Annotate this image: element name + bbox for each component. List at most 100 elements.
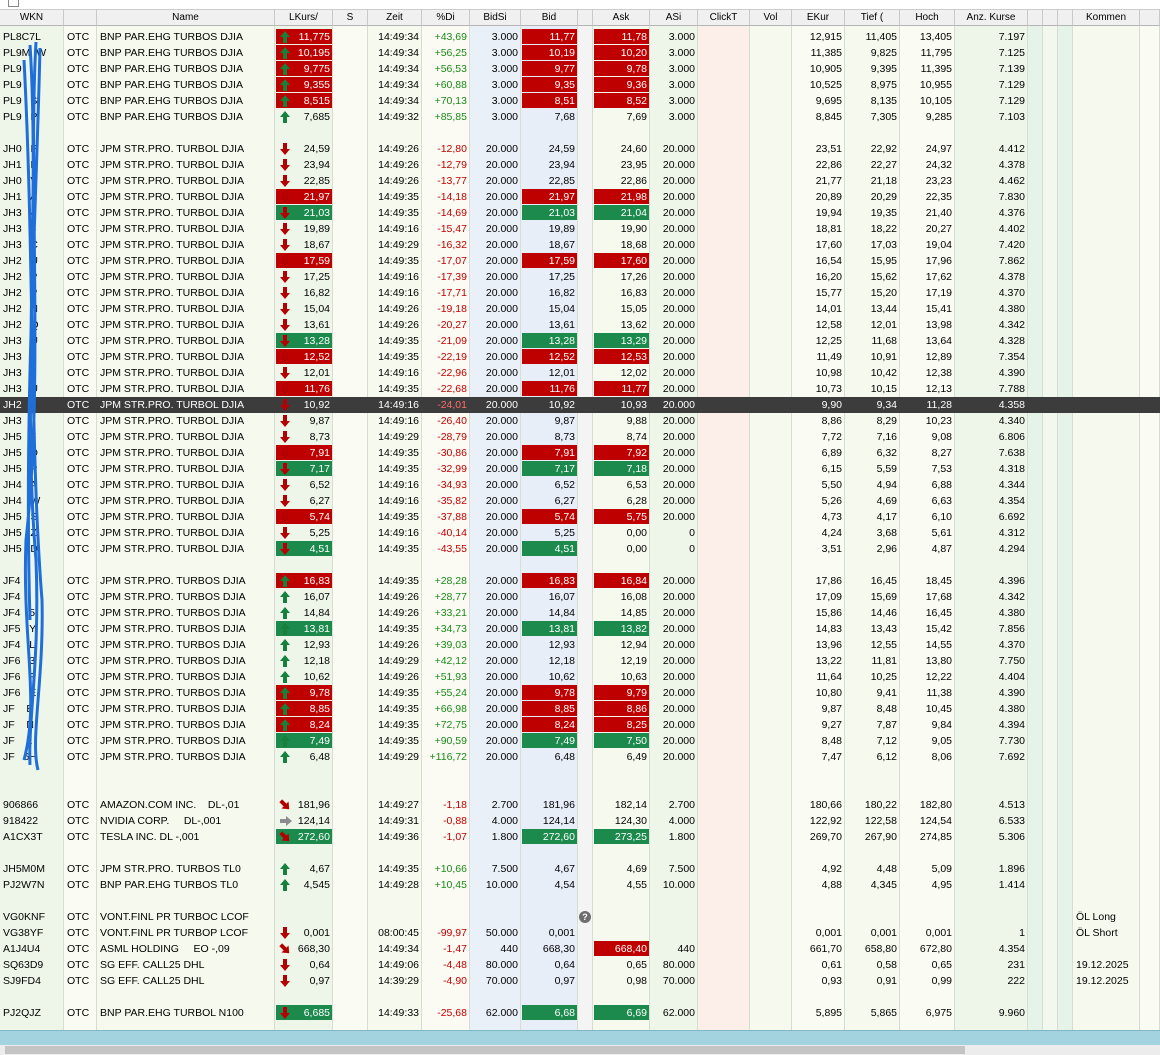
table-row[interactable]: JH2 P OTC JPM STR.PRO. TURBOL DJIA 17,25 14:… [0,269,1160,285]
column-header[interactable]: Ask [593,10,650,26]
table-row[interactable]: JH4 A OTC JPM STR.PRO. TURBOL DJIA 6,52 14:4… [0,477,1160,493]
table-row[interactable]: VG38YF OTC VONT.FINL PR TURBOP LCOF 0,001 08… [0,925,1160,941]
column-header[interactable]: BidSi [470,10,521,26]
table-row[interactable]: 918422 OTC NVIDIA CORP. DL-,001 124,14 14:49… [0,813,1160,829]
trend-arrow [280,303,290,315]
table-row[interactable]: JH3 3 OTC JPM STR.PRO. TURBOL DJIA 19,89 14:… [0,221,1160,237]
table-row[interactable]: JH3 OTC JPM STR.PRO. TURBOL DJIA 9,87 14:49:… [0,413,1160,429]
table-row[interactable]: JH3 4 OTC JPM STR.PRO. TURBOL DJIA 21,03 14:… [0,205,1160,221]
column-header[interactable]: ASi [650,10,698,26]
table-row[interactable]: JF4 L OTC JPM STR.PRO. TURBOS DJIA 12,93 14:… [0,637,1160,653]
table-row[interactable]: JH5 P OTC JPM STR.PRO. TURBOL DJIA 7,17 14:4… [0,461,1160,477]
table-row[interactable]: JH2 P OTC JPM STR.PRO. TURBOL DJIA 16,82 14:… [0,285,1160,301]
column-header[interactable]: Hoch [900,10,955,26]
table-cell: 6,975 [925,1007,952,1019]
table-row[interactable]: JH3 L OTC JPM STR.PRO. TURBOL DJIA 12,01 14:… [0,365,1160,381]
table-row[interactable]: JH2 Q OTC JPM STR.PRO. TURBOL DJIA 13,61 14:… [0,317,1160,333]
table-row[interactable]: JH3 C OTC JPM STR.PRO. TURBOL DJIA 18,67 14:… [0,237,1160,253]
table-row[interactable]: JH1 A OTC JPM STR.PRO. TURBOL DJIA 21,97 14:… [0,189,1160,205]
horizontal-scrollbar[interactable] [0,1045,1160,1055]
table-row[interactable]: JH5 D OTC JPM STR.PRO. TURBOL DJIA 4,51 14:4… [0,541,1160,557]
column-header[interactable]: Zeit [368,10,422,26]
table-row[interactable]: JF6 E OTC JPM STR.PRO. TURBOS DJIA 9,78 14:4… [0,685,1160,701]
column-header[interactable]: Bid [521,10,578,26]
column-header[interactable]: Name [97,10,275,26]
column-header[interactable]: ClickT [698,10,750,26]
column-header[interactable]: EKur [792,10,845,26]
table-cell: 7.788 [998,383,1025,395]
table-row[interactable]: A1CX3T OTC TESLA INC. DL -,001 272,60 14:49:… [0,829,1160,845]
trend-arrow [280,223,290,235]
table-row[interactable]: JH2 U OTC JPM STR.PRO. TURBOL DJIA 17,59 14:… [0,253,1160,269]
table-row[interactable]: SJ9FD4 OTC SG EFF. CALL25 DHL 0,97 14:39:29 -… [0,973,1160,989]
column-header[interactable]: %Di [422,10,470,26]
table-row[interactable]: JH5M0M OTC JPM STR.PRO. TURBOS TL0 4,67 14:4… [0,861,1160,877]
column-header[interactable] [1058,10,1073,26]
table-row[interactable]: JH3 L OTC JPM STR.PRO. TURBOL DJIA 12,52 14:… [0,349,1160,365]
column-header[interactable] [1028,10,1043,26]
info-icon[interactable]: ? [579,911,591,923]
table-row[interactable]: PL9 S OTC BNP PAR.EHG TURBOS DJIA 8,515 14:4… [0,93,1160,109]
trend-arrow [280,816,292,826]
table-row[interactable]: JH5 Z OTC JPM STR.PRO. TURBOL DJIA 5,25 14:4… [0,525,1160,541]
table-cell: OTC [67,575,90,587]
table-row[interactable]: SQ63D9 OTC SG EFF. CALL25 DHL 0,64 14:49:06 -… [0,957,1160,973]
column-header[interactable]: S [333,10,368,26]
table-cell: 5,25 [309,527,330,539]
table-row[interactable]: PL9 OTC BNP PAR.EHG TURBOS DJIA 9,775 14:49:… [0,61,1160,77]
column-header[interactable] [64,10,97,26]
table-row[interactable]: JH3 U OTC JPM STR.PRO. TURBOL DJIA 11,76 14:… [0,381,1160,397]
column-header[interactable]: LKurs/ [275,10,333,26]
table-row[interactable]: JH5 D OTC JPM STR.PRO. TURBOL DJIA 7,91 14:4… [0,445,1160,461]
table-row[interactable]: JF 6H OTC JPM STR.PRO. TURBOS DJIA 6,48 14:4… [0,749,1160,765]
table-row[interactable]: PJ2W7N OTC BNP PAR.EHG TURBOS TL0 4,545 14:4… [0,877,1160,893]
table-row[interactable]: JF E OTC JPM STR.PRO. TURBOS DJIA 8,85 14:49… [0,701,1160,717]
table-row[interactable]: JF4 OTC JPM STR.PRO. TURBOS DJIA 16,83 14:49… [0,573,1160,589]
table-row[interactable]: JH2 OTC JPM STR.PRO. TURBOL DJIA 10,92 14:49… [0,397,1160,413]
arrow-shape [280,287,290,299]
column-header[interactable] [1140,10,1160,26]
table-row[interactable]: JF6 3 OTC JPM STR.PRO. TURBOS DJIA 12,18 14:… [0,653,1160,669]
table-row[interactable]: JH5 7 OTC JPM STR.PRO. TURBOL DJIA 8,73 14:4… [0,429,1160,445]
table-row[interactable]: JF5 Y OTC JPM STR.PRO. TURBOS DJIA 13,81 14:… [0,621,1160,637]
scrollbar-thumb[interactable] [5,1046,965,1054]
column-header[interactable]: Tief ( [845,10,900,26]
table-row[interactable]: A1J4U4 OTC ASML HOLDING EO -,09 668,30 14:49… [0,941,1160,957]
column-header[interactable] [1043,10,1058,26]
table-cell: 7.730 [998,735,1025,747]
table-row[interactable]: JH4 W OTC JPM STR.PRO. TURBOL DJIA 6,27 14:4… [0,493,1160,509]
arrow-shape [280,223,290,235]
table-row[interactable]: JH2 N OTC JPM STR.PRO. TURBOL DJIA 15,04 14:… [0,301,1160,317]
table-row[interactable]: JF4 OTC JPM STR.PRO. TURBOS DJIA 16,07 14:49… [0,589,1160,605]
table-row[interactable]: VG0KNF OTC VONT.FINL PR TURBOC LCOF ÖL Long… [0,909,1160,925]
table-row[interactable]: JF L OTC JPM STR.PRO. TURBOS DJIA 7,49 14:49… [0,733,1160,749]
table-row[interactable]: PL9 P OTC BNP PAR.EHG TURBOS DJIA 7,685 14:4… [0,109,1160,125]
checkbox[interactable] [8,0,19,7]
table-row[interactable]: JF N OTC JPM STR.PRO. TURBOS DJIA 8,24 14:49… [0,717,1160,733]
column-header[interactable] [578,10,593,26]
table-row[interactable]: PL9 J OTC BNP PAR.EHG TURBOS DJIA 9,355 14:4… [0,77,1160,93]
table-row[interactable]: JH0 P OTC JPM STR.PRO. TURBOL DJIA 24,59 14:… [0,141,1160,157]
arrow-shape [280,927,290,939]
column-header[interactable]: Vol [750,10,792,26]
table-row[interactable]: 906866 OTC AMAZON.COM INC. DL-,01 181,96 14:… [0,797,1160,813]
table-row[interactable]: JH1 K OTC JPM STR.PRO. TURBOL DJIA 23,94 14:… [0,157,1160,173]
table-cell: 4,87 [931,543,952,555]
table-row[interactable]: JH3 U OTC JPM STR.PRO. TURBOL DJIA 13,28 14:… [0,333,1160,349]
table-row[interactable]: JF4 5 OTC JPM STR.PRO. TURBOS DJIA 14,84 14:… [0,605,1160,621]
column-header[interactable]: Anz. Kurse [955,10,1028,26]
table-cell: JPM STR.PRO. TURBOL DJIA [100,303,245,315]
table-cell: 19,89 [303,223,330,235]
table-row[interactable]: JH0 V OTC JPM STR.PRO. TURBOL DJIA 22,85 14:… [0,173,1160,189]
column-header[interactable]: Kommen [1073,10,1140,26]
table-row[interactable]: JF6 P OTC JPM STR.PRO. TURBOS DJIA 10,62 14:… [0,669,1160,685]
table-cell: JPM STR.PRO. TURBOL DJIA [100,319,245,331]
table-cell: BNP PAR.EHG TURBOL N100 [100,1007,244,1019]
table-cell: 6.806 [998,431,1025,443]
table-row[interactable]: JH5 S OTC JPM STR.PRO. TURBOL DJIA 5,74 14:4… [0,509,1160,525]
column-header[interactable]: WKN [0,10,64,26]
table-row[interactable]: PJ2QJZ OTC BNP PAR.EHG TURBOL N100 6,685 14:… [0,1005,1160,1021]
table-row[interactable]: PL9M W OTC BNP PAR.EHG TURBOS DJIA 10,195 14… [0,45,1160,61]
table-row[interactable]: PL8C7L OTC BNP PAR.EHG TURBOS DJIA 11,775 14… [0,29,1160,45]
trend-arrow [280,671,290,683]
